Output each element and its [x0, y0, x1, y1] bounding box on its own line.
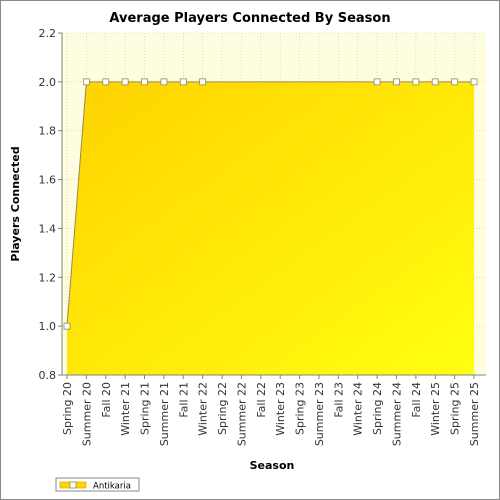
x-tick-label: Fall 21	[177, 382, 190, 418]
legend-label: Antikaria	[93, 482, 131, 492]
y-tick-label: 0.8	[39, 369, 57, 382]
data-markers	[63, 78, 478, 330]
data-point	[63, 322, 71, 330]
chart-title: Average Players Connected By Season	[109, 11, 390, 26]
x-tick-label: Fall 24	[410, 382, 423, 418]
y-tick-label: 2.2	[39, 27, 57, 40]
x-tick-label: Spring 20	[61, 382, 74, 435]
legend: Antikaria	[55, 477, 140, 492]
data-point	[160, 78, 168, 86]
y-axis-label: Players Connected	[9, 146, 22, 261]
data-point	[393, 78, 400, 86]
x-tick-label: Winter 21	[119, 382, 132, 436]
x-tick-label: Winter 22	[197, 382, 210, 436]
x-tick-label: Summer 25	[468, 382, 481, 446]
data-point	[82, 78, 90, 86]
x-tick-label: Spring 25	[449, 382, 462, 435]
data-point	[373, 78, 381, 86]
x-tick-label: Fall 23	[332, 382, 345, 418]
legend-marker	[69, 481, 77, 489]
x-tick-label: Spring 23	[294, 382, 307, 435]
data-point	[412, 78, 420, 86]
y-tick-labels: 0.8 1.0 1.2 1.4 1.6 1.8 2.0 2.2	[39, 27, 57, 382]
y-tick-label: 1.0	[39, 320, 57, 333]
x-tick-label: Winter 24	[352, 382, 365, 436]
y-tick-label: 1.8	[39, 125, 57, 138]
data-point	[199, 78, 207, 86]
x-tick-label: Fall 22	[255, 382, 268, 418]
x-tick-label: Summer 22	[235, 382, 248, 446]
x-tick-labels: Spring 20 Summer 20 Fall 20 Winter 21 Spring…	[61, 382, 481, 446]
x-tick-label: Spring 21	[139, 382, 152, 435]
x-tick-label: Summer 23	[313, 382, 326, 446]
area-fill	[67, 81, 474, 375]
x-tick-label: Winter 25	[429, 382, 442, 436]
x-tick-label: Spring 22	[216, 382, 229, 435]
x-tick-label: Spring 24	[371, 382, 384, 435]
x-tick-label: Summer 20	[80, 382, 93, 446]
y-tick-label: 1.2	[39, 271, 57, 284]
data-point	[102, 78, 110, 86]
axes	[58, 32, 486, 379]
data-point	[121, 78, 129, 86]
data-point	[141, 78, 148, 86]
x-tick-label: Summer 21	[158, 382, 171, 446]
y-tick-label: 2.0	[39, 76, 57, 89]
x-tick-label: Summer 24	[390, 382, 403, 446]
data-point	[470, 78, 478, 86]
data-point	[451, 78, 459, 86]
data-point	[179, 78, 187, 86]
x-tick-label: Winter 23	[274, 382, 287, 436]
y-tick-label: 1.4	[39, 222, 57, 235]
area-layer	[66, 81, 474, 375]
x-axis-label: Season	[250, 459, 295, 472]
data-point	[431, 78, 439, 86]
x-tick-label: Fall 20	[100, 382, 113, 418]
y-tick-label: 1.6	[39, 174, 57, 187]
